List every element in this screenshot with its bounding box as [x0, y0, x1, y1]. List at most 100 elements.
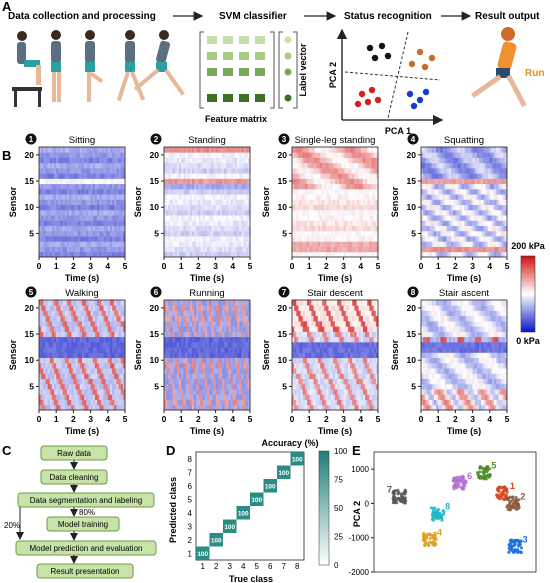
heatmap-cell	[247, 246, 251, 253]
heatmap-cell	[470, 152, 473, 158]
heatmap-cell	[202, 173, 206, 179]
heatmap-cell	[356, 183, 360, 190]
heatmap-cell	[222, 336, 225, 343]
heatmap-cell	[211, 362, 214, 369]
heatmap-cell	[228, 178, 232, 185]
heatmap-cell	[459, 157, 463, 164]
heatmap-cell	[294, 220, 297, 226]
heatmap-cell	[468, 225, 471, 232]
heatmap-cell	[448, 251, 452, 258]
heatmap-cell	[472, 215, 476, 221]
heatmap-cell	[105, 315, 109, 322]
heatmap-cell	[239, 230, 242, 237]
heatmap-cell	[472, 188, 476, 195]
heatmap-cell	[431, 236, 435, 242]
heatmap-cell	[354, 183, 357, 190]
heatmap-cell	[464, 204, 467, 211]
heatmap-cell	[114, 326, 117, 332]
heatmap-cell	[187, 167, 191, 174]
heatmap-cell	[198, 352, 201, 359]
heatmap-cell	[200, 347, 204, 353]
heatmap-cell	[230, 178, 234, 185]
heatmap-cell	[217, 399, 221, 406]
heatmap-cell	[215, 241, 219, 247]
heatmap-cell	[90, 347, 94, 353]
heatmap-cell	[196, 341, 199, 348]
heatmap-cell	[196, 347, 199, 353]
heatmap-cell	[198, 147, 201, 153]
heatmap-cell	[194, 362, 197, 369]
heatmap-cell	[222, 178, 225, 185]
heatmap-cell	[41, 310, 44, 317]
heatmap-cell	[294, 157, 297, 164]
heatmap-cell	[194, 199, 197, 206]
heatmap-cell	[232, 178, 236, 185]
heatmap-cell	[45, 357, 48, 364]
heatmap-cell	[431, 167, 435, 174]
heatmap-cell	[457, 246, 461, 253]
heatmap-cell	[438, 236, 441, 242]
heatmap-cell	[60, 315, 64, 322]
heatmap-cell	[60, 331, 64, 338]
heatmap-cell	[311, 246, 314, 253]
heatmap-cell	[483, 230, 486, 237]
heatmap-cell	[330, 236, 334, 242]
heatmap-cell	[166, 230, 169, 237]
heatmap-cell	[444, 199, 448, 206]
heatmap-cell	[230, 220, 234, 226]
heatmap-cell	[94, 167, 98, 174]
heatmap-cell	[103, 373, 107, 379]
panel-number: 3	[282, 135, 287, 144]
heatmap-cell	[54, 326, 57, 332]
heatmap-cell	[502, 147, 506, 153]
heatmap-cell	[247, 220, 251, 226]
heatmap-cell	[375, 199, 379, 206]
heatmap-cell	[228, 326, 232, 332]
heatmap-cell	[427, 251, 430, 258]
heatmap-cell	[109, 389, 113, 395]
heatmap-cell	[217, 167, 221, 174]
heatmap-cell	[330, 167, 334, 174]
heatmap-cell	[464, 178, 467, 185]
heatmap-cell	[58, 215, 61, 221]
heatmap-cell	[373, 173, 377, 179]
heatmap-cell	[302, 230, 306, 237]
heatmap-cell	[45, 331, 48, 338]
heatmap-cell	[481, 209, 484, 216]
heatmap-cell	[202, 215, 206, 221]
heatmap-cell	[455, 209, 458, 216]
heatmap-cell	[207, 173, 210, 179]
heatmap-cell	[427, 230, 430, 237]
heatmap-cell	[217, 394, 221, 400]
heatmap-cell	[448, 230, 452, 237]
heatmap-cell	[181, 251, 184, 258]
heatmap-cell	[429, 204, 433, 211]
heatmap-cell	[62, 199, 66, 206]
heatmap-cell	[75, 362, 79, 369]
heatmap-cell	[294, 236, 297, 242]
heatmap-cell	[313, 183, 317, 190]
heatmap-cell	[164, 326, 167, 332]
heatmap-cell	[164, 199, 167, 206]
heatmap-cell	[97, 373, 100, 379]
heatmap-cell	[39, 389, 42, 395]
heatmap-cell	[51, 373, 55, 379]
heatmap-cell	[172, 162, 176, 169]
heatmap-cell	[213, 173, 216, 179]
heatmap-cell	[440, 204, 443, 211]
heatmap-cell	[319, 215, 323, 221]
heatmap-cell	[114, 225, 117, 232]
heatmap-cell	[365, 230, 368, 237]
heatmap-cell	[54, 173, 57, 179]
heatmap-cell	[496, 225, 499, 232]
heatmap-cell	[444, 204, 448, 211]
heatmap-cell	[423, 173, 426, 179]
heatmap-cell	[45, 188, 48, 195]
heatmap-cell	[245, 394, 249, 400]
heatmap-cell	[311, 199, 314, 206]
heatmap-cell	[239, 241, 242, 247]
heatmap-cell	[232, 199, 236, 206]
heatmap-cell	[448, 225, 452, 232]
heatmap-cell	[116, 147, 119, 153]
heatmap-cell	[479, 241, 482, 247]
